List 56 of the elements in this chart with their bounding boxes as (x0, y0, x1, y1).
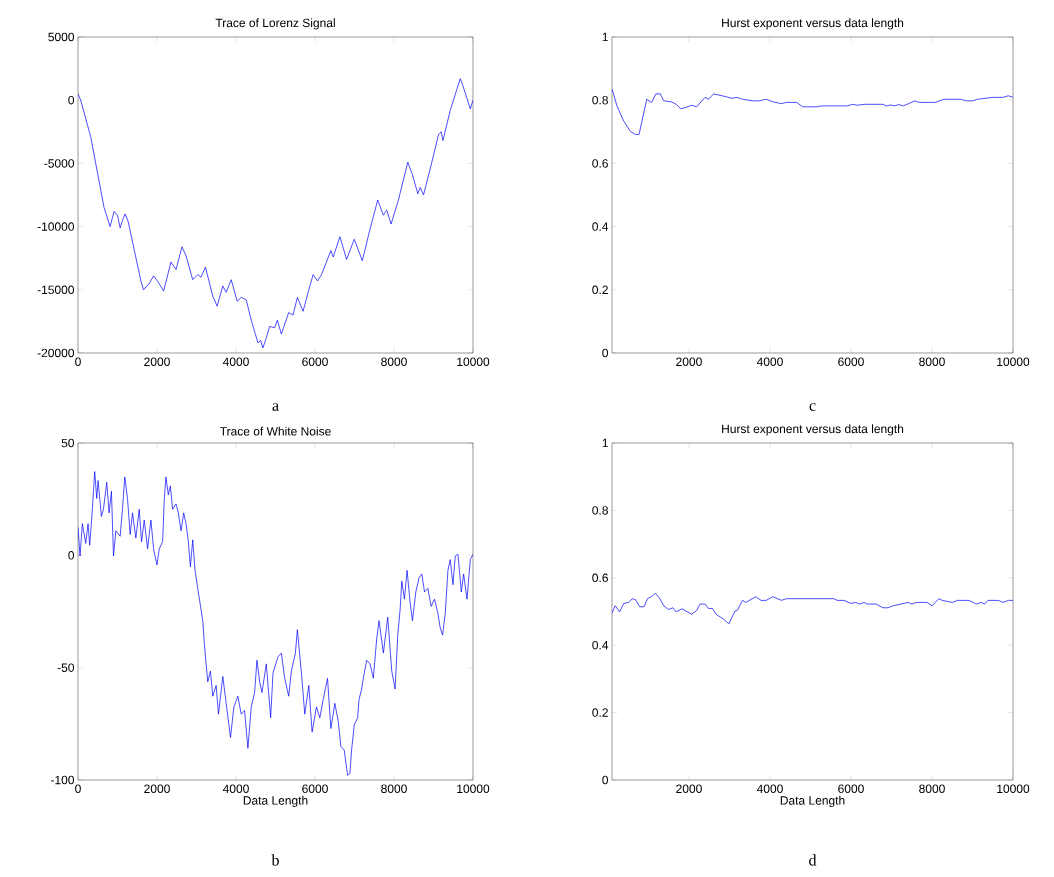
y-tick-label: 0.4 (592, 222, 609, 231)
chart-title: Trace of Lorenz Signal (215, 18, 335, 30)
chart-title: Hurst exponent versus data length (722, 18, 904, 30)
x-tick-label: 8000 (919, 357, 945, 367)
y-tick-label: -15000 (37, 285, 74, 295)
y-tick-label: 0 (602, 348, 609, 358)
y-tick-label: 1 (602, 32, 608, 42)
text: a (272, 403, 279, 411)
x-tick-label: 10000 (457, 357, 490, 367)
text: c (809, 403, 816, 411)
y-tick-label: 5000 (48, 32, 75, 42)
x-tick-label: 6000 (302, 784, 328, 794)
line-series (78, 78, 474, 349)
text: b (271, 854, 279, 866)
line-series (78, 471, 474, 776)
y-tick-label: -5000 (44, 159, 74, 168)
x-tick-label: 2000 (144, 784, 170, 794)
chart-title: Trace of White Noise (219, 426, 331, 436)
y-tick-label: 0.2 (592, 285, 608, 295)
x-tick-label: 2000 (676, 357, 702, 367)
line-series (612, 592, 1013, 625)
x-axis-title: Data Length (243, 795, 308, 808)
line-series (612, 88, 1013, 135)
y-tick-label: 0 (68, 551, 75, 560)
y-tick-label: 0 (68, 95, 75, 105)
chart-title: Hurst exponent versus data length (722, 424, 904, 436)
x-tick-label: 4000 (222, 784, 249, 794)
x-tick-label: 8000 (381, 784, 407, 794)
y-tick-label: 0.2 (592, 708, 608, 717)
y-tick-label: 1 (602, 438, 608, 448)
x-axis-title: Data Length (780, 795, 845, 808)
x-tick-label: 2000 (144, 357, 170, 367)
x-tick-label: 10000 (997, 784, 1030, 794)
text: d (809, 854, 817, 866)
y-tick-label: -20000 (37, 348, 74, 358)
y-tick-label: -10000 (37, 222, 74, 231)
x-tick-label: 6000 (838, 357, 864, 367)
x-tick-label: 10000 (457, 784, 490, 794)
x-tick-label: 2000 (676, 784, 702, 794)
y-tick-label: 0.6 (592, 159, 608, 168)
y-tick-label: 50 (61, 438, 75, 448)
x-tick-label: 4000 (756, 784, 783, 794)
y-tick-label: 0.8 (592, 95, 608, 105)
y-tick-label: 0.4 (592, 640, 609, 650)
x-tick-label: 6000 (302, 357, 328, 367)
x-tick-label: 6000 (838, 784, 864, 794)
x-tick-label: 8000 (381, 357, 407, 367)
y-tick-label: 0.8 (592, 506, 608, 515)
y-tick-label: 0 (602, 775, 609, 785)
y-tick-label: -50 (57, 663, 75, 672)
x-tick-label: 8000 (919, 784, 945, 794)
x-tick-label: 10000 (997, 357, 1030, 367)
x-tick-label: 4000 (756, 357, 783, 367)
y-tick-label: 0.6 (592, 573, 608, 583)
y-tick-label: -100 (50, 775, 75, 785)
x-tick-label: 4000 (222, 357, 249, 367)
